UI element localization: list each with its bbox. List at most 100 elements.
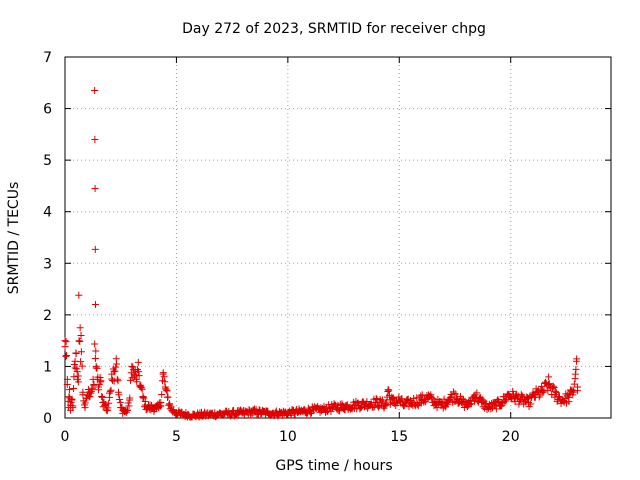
y-tick-label: 7	[43, 50, 52, 66]
data-point-dense	[570, 380, 578, 388]
x-tick-label: 10	[279, 429, 297, 445]
data-point-dense	[159, 369, 167, 377]
data-point-dense	[377, 397, 385, 405]
data-point-dense	[550, 384, 558, 392]
data-point-dense	[90, 381, 98, 389]
data-point	[75, 291, 83, 299]
data-point-dense	[502, 397, 510, 405]
data-point-dense	[572, 365, 580, 373]
data-point-dense	[155, 399, 163, 407]
data-point-dense	[160, 373, 168, 381]
data-point-dense	[92, 364, 100, 372]
data-point-dense	[124, 399, 132, 407]
data-point-dense	[433, 404, 441, 412]
data-point-dense	[255, 406, 263, 414]
data-point	[76, 324, 84, 332]
data-point-dense	[488, 404, 496, 412]
data-point-dense	[382, 400, 390, 408]
data-point-dense	[87, 389, 95, 397]
data-point-dense	[565, 398, 573, 406]
y-tick-label: 2	[43, 308, 52, 324]
data-point-dense	[98, 393, 106, 401]
data-point-dense	[307, 410, 315, 418]
data-point-dense	[134, 365, 142, 373]
data-point-dense	[357, 404, 365, 412]
data-point-dense	[161, 378, 169, 386]
data-point	[128, 362, 136, 370]
data-point-dense	[389, 395, 397, 403]
data-point-dense	[166, 400, 174, 408]
data-point-dense	[72, 349, 80, 357]
data-point-dense	[106, 387, 114, 395]
data-point-dense	[135, 372, 143, 380]
data-point-dense	[114, 377, 122, 385]
data-point-dense	[356, 405, 364, 413]
data-point-dense	[91, 340, 99, 348]
data-point-dense	[492, 405, 500, 413]
x-axis-label: GPS time / hours	[275, 458, 392, 474]
data-point-dense	[164, 393, 172, 401]
data-point	[62, 338, 70, 346]
data-point-dense	[162, 386, 170, 394]
data-point-dense	[76, 337, 84, 345]
data-point-dense	[388, 393, 396, 401]
data-point-dense	[417, 392, 425, 400]
data-point-dense	[386, 400, 394, 408]
data-point-dense	[126, 394, 134, 402]
data-point-dense	[97, 377, 105, 385]
data-point	[91, 136, 99, 144]
data-point-dense	[478, 396, 486, 404]
data-point-dense	[77, 348, 85, 356]
data-point-dense	[107, 386, 115, 394]
data-point	[91, 87, 99, 95]
data-point-dense	[372, 394, 380, 402]
data-point-dense	[85, 393, 93, 401]
data-point-dense	[444, 400, 452, 408]
data-point-dense	[67, 398, 75, 406]
data-point-dense	[62, 352, 70, 360]
data-point-dense	[389, 394, 397, 402]
data-point-dense	[327, 407, 335, 415]
y-tick-label: 1	[43, 359, 52, 375]
data-point-dense	[398, 395, 406, 403]
data-point-dense	[73, 365, 81, 373]
data-point-dense	[116, 396, 124, 404]
data-point-dense	[63, 375, 71, 383]
data-point-dense	[125, 402, 133, 410]
y-tick-label: 0	[43, 411, 52, 427]
data-point-dense	[112, 363, 120, 371]
data-point-dense	[70, 385, 78, 393]
data-point-dense	[137, 384, 145, 392]
data-point-dense	[400, 401, 408, 409]
data-point-dense	[133, 378, 141, 386]
data-point-dense	[105, 399, 113, 407]
data-point-dense	[141, 398, 149, 406]
data-point-dense	[157, 402, 165, 410]
y-axis-label: SRMTID / TECUs	[6, 182, 22, 295]
data-point-dense	[79, 391, 87, 399]
x-tick-label: 15	[390, 429, 408, 445]
y-axis-ticks: 0 1 2 3 4 5 6 7	[43, 50, 611, 427]
data-point-dense	[105, 389, 113, 397]
data-points	[61, 87, 582, 421]
data-point	[92, 301, 100, 309]
data-point-dense	[497, 402, 505, 410]
x-tick-label: 20	[502, 429, 520, 445]
x-tick-label: 0	[61, 429, 70, 445]
data-point-dense	[534, 387, 542, 395]
data-point-dense	[529, 389, 537, 397]
data-point-dense	[375, 403, 383, 411]
data-point-dense	[158, 391, 166, 399]
data-point-dense	[422, 395, 430, 403]
data-point-dense	[539, 388, 547, 396]
data-point-dense	[91, 355, 99, 363]
data-point-dense	[545, 380, 553, 388]
data-point-dense	[453, 394, 461, 402]
data-point-dense	[549, 382, 557, 390]
data-point-dense	[93, 364, 101, 372]
data-point	[70, 373, 78, 381]
data-point-dense	[64, 397, 72, 405]
data-point-dense	[449, 388, 457, 396]
data-point-dense	[115, 391, 123, 399]
